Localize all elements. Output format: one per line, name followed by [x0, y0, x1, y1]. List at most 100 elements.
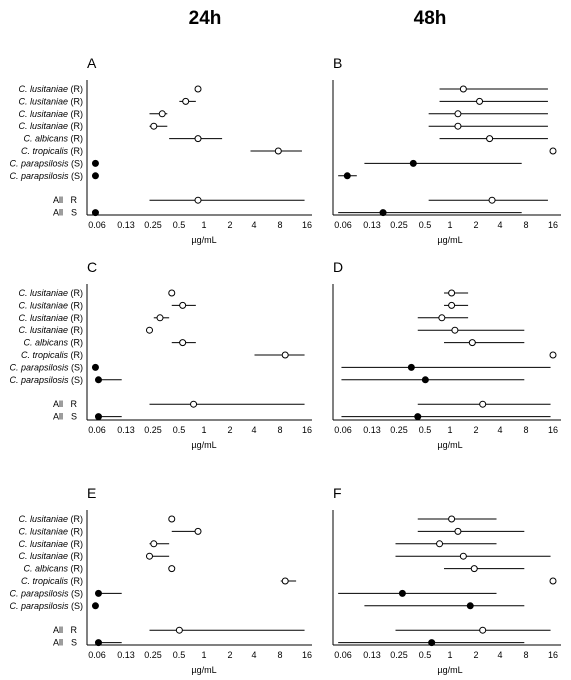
species-name: C. lusitaniae	[18, 121, 68, 131]
x-tick-label-b: 1	[447, 220, 452, 230]
x-tick-label-f: 4	[497, 650, 502, 660]
x-tick-label-b: 8	[523, 220, 528, 230]
x-tick-label-a: 4	[251, 220, 256, 230]
summary-point-a	[91, 209, 99, 217]
group-code: (S)	[69, 158, 84, 168]
summary-point-f	[428, 639, 436, 647]
group-code: (R)	[68, 350, 83, 360]
row-label-c: C. lusitaniae (R)	[18, 288, 83, 298]
x-tick-label-e: 0.25	[144, 650, 162, 660]
data-point-d	[438, 314, 446, 322]
x-tick-label-e: 4	[251, 650, 256, 660]
data-point-f	[454, 527, 462, 535]
species-name: C. albicans	[23, 338, 68, 348]
group-code: (S)	[69, 375, 84, 385]
x-tick-label-a: 8	[277, 220, 282, 230]
species-name: C. parapsilosis	[9, 375, 69, 385]
group-code: (S)	[69, 588, 84, 598]
data-point-a	[91, 159, 99, 167]
summary-group-c: R	[71, 399, 78, 409]
row-label-c: C. parapsilosis (S)	[9, 375, 83, 385]
x-tick-label-f: 8	[523, 650, 528, 660]
x-axis-label-a: µg/mL	[191, 235, 216, 245]
x-tick-label-a: 0.25	[144, 220, 162, 230]
group-code: (S)	[69, 171, 84, 181]
summary-point-c	[94, 413, 102, 421]
data-point-c	[94, 376, 102, 384]
species-name: C. lusitaniae	[18, 84, 68, 94]
row-label-a: C. parapsilosis (S)	[9, 171, 83, 181]
data-point-f	[466, 602, 474, 610]
x-tick-label-b: 0.5	[419, 220, 432, 230]
x-tick-label-f: 2	[473, 650, 478, 660]
x-tick-label-c: 0.5	[173, 425, 186, 435]
group-code: (R)	[68, 514, 83, 524]
data-point-f	[549, 577, 557, 585]
species-name: C. lusitaniae	[18, 300, 68, 310]
x-axis-label-c: µg/mL	[191, 440, 216, 450]
data-point-f	[398, 589, 406, 597]
data-point-a	[194, 135, 202, 143]
summary-label-a: All	[53, 195, 63, 205]
panel-letter-f: F	[333, 485, 342, 501]
data-point-e	[146, 552, 153, 560]
x-tick-label-f: 0.25	[390, 650, 408, 660]
data-point-d	[468, 339, 476, 347]
row-label-a: C. parapsilosis (S)	[9, 158, 83, 168]
group-code: (S)	[69, 601, 84, 611]
x-tick-label-e: 16	[302, 650, 312, 660]
x-tick-label-f: 0.13	[363, 650, 381, 660]
x-tick-label-d: 0.25	[390, 425, 408, 435]
x-tick-label-d: 2	[473, 425, 478, 435]
summary-label-c: All	[53, 412, 63, 422]
row-label-e: C. lusitaniae (R)	[18, 514, 83, 524]
data-point-e	[194, 527, 202, 535]
group-code: (S)	[69, 362, 84, 372]
row-label-a: C. lusitaniae (R)	[18, 121, 83, 131]
data-point-c	[179, 339, 187, 347]
x-tick-label-b: 0.25	[390, 220, 408, 230]
species-name: C. lusitaniae	[18, 514, 68, 524]
species-name: C. lusitaniae	[18, 539, 68, 549]
summary-label-c: All	[53, 399, 63, 409]
species-name: C. parapsilosis	[9, 171, 69, 181]
summary-point-f	[479, 626, 487, 634]
x-tick-label-a: 2	[227, 220, 232, 230]
data-point-e	[150, 540, 158, 548]
summary-group-a: R	[71, 195, 78, 205]
group-code: (R)	[68, 300, 83, 310]
data-point-e	[168, 565, 176, 573]
row-label-c: C. lusitaniae (R)	[18, 313, 83, 323]
x-tick-label-a: 16	[302, 220, 312, 230]
data-point-a	[194, 85, 202, 93]
row-label-a: C. lusitaniae (R)	[18, 96, 83, 106]
x-tick-label-c: 0.25	[144, 425, 162, 435]
x-tick-label-d: 1	[447, 425, 452, 435]
x-tick-label-d: 0.06	[334, 425, 352, 435]
group-code: (R)	[68, 121, 83, 131]
row-label-e: C. lusitaniae (R)	[18, 551, 83, 561]
x-axis-label-d: µg/mL	[437, 440, 462, 450]
data-point-d	[407, 363, 415, 371]
group-code: (R)	[68, 338, 83, 348]
x-tick-label-f: 0.06	[334, 650, 352, 660]
data-point-c	[91, 363, 99, 371]
data-point-a	[150, 122, 158, 130]
row-label-c: C. lusitaniae (R)	[18, 325, 83, 335]
data-point-d	[448, 301, 456, 309]
data-point-e	[94, 589, 102, 597]
data-point-b	[409, 159, 417, 167]
x-tick-label-b: 0.06	[334, 220, 352, 230]
panel-letter-b: B	[333, 55, 342, 71]
data-point-b	[343, 172, 351, 180]
row-label-e: C. parapsilosis (S)	[9, 601, 83, 611]
summary-point-e	[94, 639, 102, 647]
row-label-e: C. parapsilosis (S)	[9, 588, 83, 598]
x-tick-label-b: 4	[497, 220, 502, 230]
species-name: C. lusitaniae	[18, 526, 68, 536]
data-point-a	[182, 97, 190, 105]
summary-group-e: R	[71, 625, 78, 635]
group-code: (R)	[68, 146, 83, 156]
x-tick-label-b: 2	[473, 220, 478, 230]
summary-point-d	[479, 400, 487, 408]
